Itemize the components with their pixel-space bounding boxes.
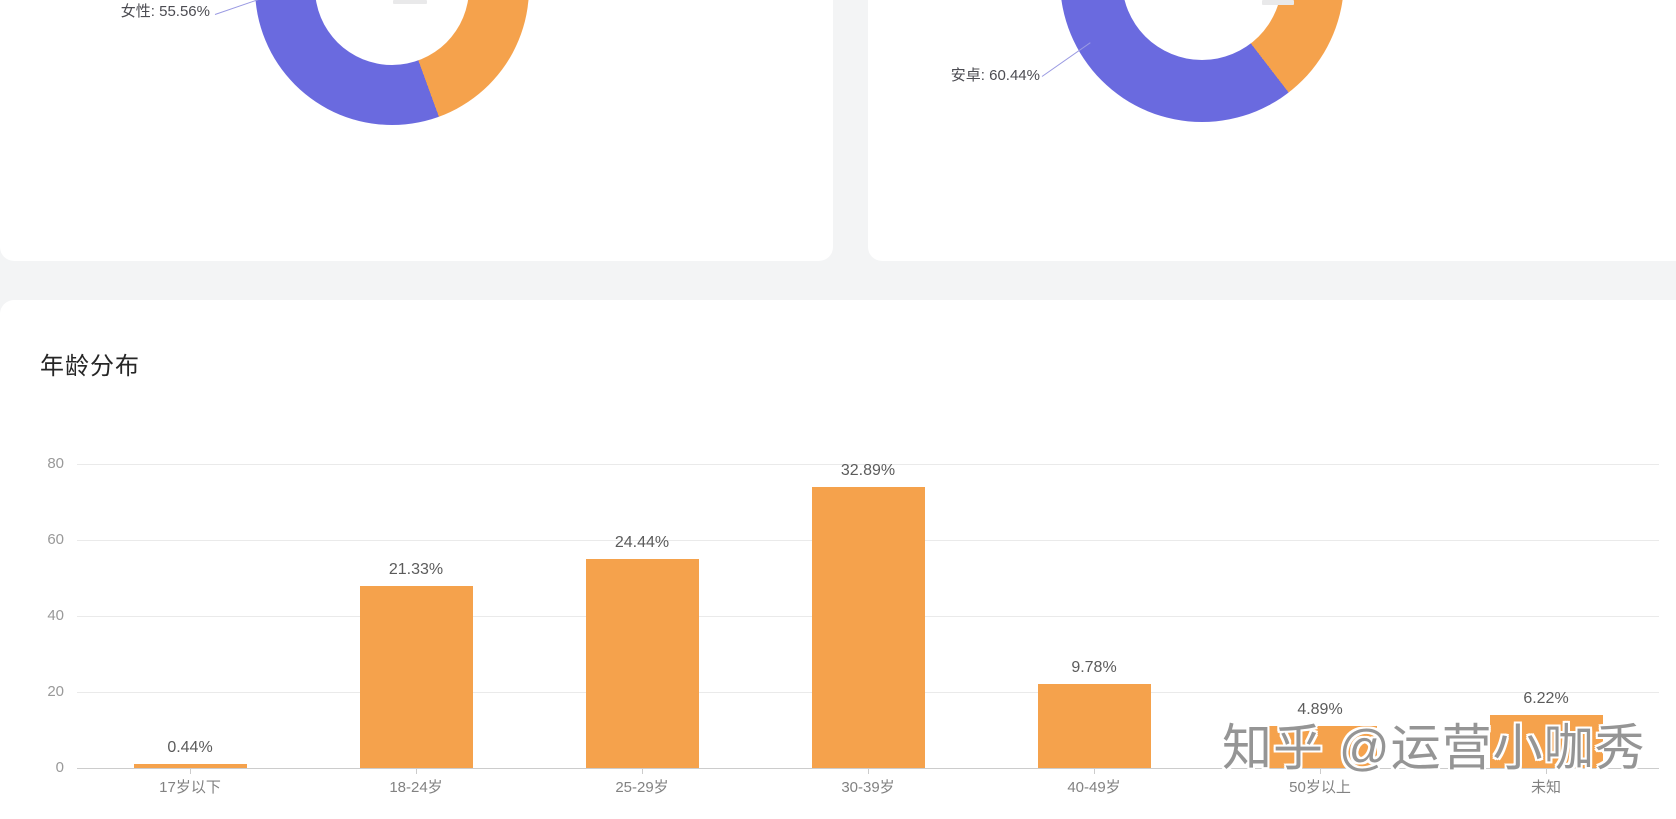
x-axis-category-label: 18-24岁 xyxy=(389,779,443,796)
bar-value-label: 4.89% xyxy=(1297,701,1343,718)
bar-value-label: 21.33% xyxy=(388,561,444,578)
platform-callout-line xyxy=(1041,42,1091,77)
cutoff-center-text-fragment xyxy=(393,0,427,4)
age-bar[interactable] xyxy=(359,586,473,768)
x-axis-tick xyxy=(1546,768,1547,774)
y-axis-tick-label: 20 xyxy=(47,683,64,700)
gender-card: 女性: 55.56% xyxy=(0,0,833,261)
age-bar[interactable] xyxy=(811,487,925,768)
x-axis-category-label: 未知 xyxy=(1530,779,1561,796)
x-axis-tick xyxy=(642,768,643,774)
y-axis-tick-label: 0 xyxy=(55,759,64,776)
age-bar[interactable] xyxy=(1037,684,1151,768)
x-axis-tick xyxy=(190,768,191,774)
x-axis-category-label: 40-49岁 xyxy=(1067,779,1121,796)
x-axis-tick xyxy=(416,768,417,774)
age-bar-chart[interactable]: 0 20 40 60 80 0.44% 17岁以下 21.33% 18-24岁 24.44% 25-… xyxy=(0,300,1676,819)
age-bar[interactable] xyxy=(1489,715,1603,768)
y-axis-tick-label: 80 xyxy=(47,455,64,472)
age-distribution-card: 年龄分布 0 20 40 60 80 0.44% 17岁以下 21.33% 18-24岁 24.4… xyxy=(0,300,1676,819)
platform-callout-label: 安卓: 60.44% xyxy=(950,67,1040,84)
bar-value-label: 9.78% xyxy=(1071,659,1117,676)
bar-value-label: 0.44% xyxy=(167,739,213,756)
age-bar[interactable] xyxy=(585,559,699,768)
bar-value-label: 6.22% xyxy=(1523,690,1569,707)
bar-value-label: 32.89% xyxy=(840,462,896,479)
bar-value-label: 24.44% xyxy=(614,534,670,551)
x-axis-category-label: 25-29岁 xyxy=(615,779,669,796)
x-axis-category-label: 50岁以上 xyxy=(1289,779,1351,796)
gender-callout-label: 女性: 55.56% xyxy=(120,3,210,20)
y-gridline xyxy=(77,464,1659,465)
x-axis-tick xyxy=(868,768,869,774)
cutoff-center-text-fragment xyxy=(1262,0,1294,5)
y-axis-tick-label: 60 xyxy=(47,531,64,548)
age-bar[interactable] xyxy=(133,764,247,768)
x-axis-category-label: 30-39岁 xyxy=(841,779,895,796)
y-axis-tick-label: 40 xyxy=(47,607,64,624)
platform-card: 安卓: 60.44% xyxy=(868,0,1676,261)
age-bar[interactable] xyxy=(1263,726,1377,768)
age-chart-title: 年龄分布 xyxy=(40,353,140,380)
x-axis-category-label: 17岁以下 xyxy=(159,779,221,796)
x-axis-tick xyxy=(1094,768,1095,774)
x-axis-tick xyxy=(1320,768,1321,774)
